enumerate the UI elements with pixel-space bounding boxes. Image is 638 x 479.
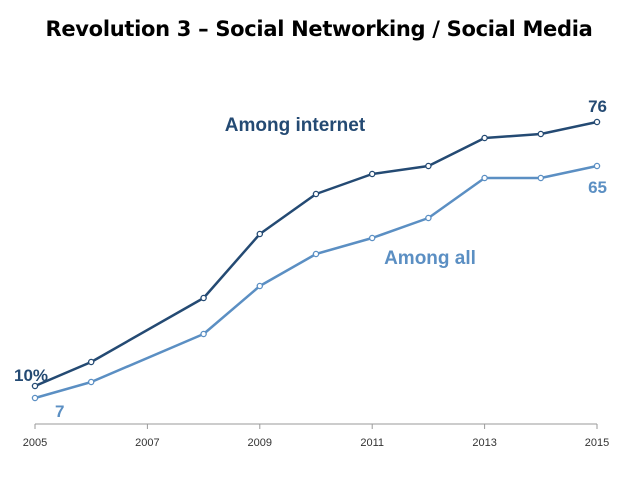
data-point bbox=[256, 282, 264, 290]
data-point bbox=[481, 174, 488, 182]
data-point bbox=[200, 294, 207, 302]
x-tick-label: 2005 bbox=[23, 437, 47, 449]
data-point bbox=[481, 134, 488, 142]
series-among-all bbox=[31, 162, 601, 402]
x-tick-label: 2015 bbox=[585, 437, 609, 449]
series-label-among-all: Among all bbox=[384, 248, 476, 269]
x-tick-label: 2013 bbox=[472, 437, 496, 449]
data-point bbox=[537, 130, 545, 138]
series-line bbox=[34, 164, 598, 400]
series-among-internet bbox=[31, 118, 601, 390]
data-point bbox=[537, 174, 545, 182]
data-point bbox=[256, 230, 264, 238]
data-point bbox=[31, 394, 39, 402]
data-label-internet-end: 76 bbox=[588, 97, 607, 116]
data-point bbox=[31, 382, 39, 390]
data-point bbox=[593, 118, 601, 126]
chart-title: Revolution 3 – Social Networking / Socia… bbox=[45, 17, 593, 41]
series-line bbox=[34, 120, 598, 388]
x-tick-label: 2011 bbox=[360, 437, 384, 449]
data-label-all-start: 7 bbox=[55, 402, 64, 421]
x-tick-label: 2009 bbox=[248, 437, 272, 449]
data-point bbox=[87, 378, 95, 386]
series-layer bbox=[31, 118, 601, 402]
data-label-internet-start: 10% bbox=[14, 366, 48, 385]
data-label-all-end: 65 bbox=[588, 178, 607, 197]
data-point bbox=[87, 358, 95, 366]
x-axis-ticks: 2005 2007 2009 2011 2013 2015 bbox=[23, 424, 609, 449]
data-point bbox=[368, 234, 376, 242]
data-point bbox=[312, 190, 320, 198]
series-label-among-internet: Among internet bbox=[225, 115, 366, 136]
label-layer: Among internet Among all 10% 7 76 65 bbox=[14, 97, 607, 421]
data-point bbox=[425, 214, 432, 222]
data-point bbox=[425, 162, 432, 170]
data-point bbox=[368, 170, 376, 178]
data-point bbox=[312, 250, 320, 258]
data-point bbox=[200, 330, 207, 338]
x-tick-label: 2007 bbox=[135, 437, 159, 449]
data-point bbox=[593, 162, 601, 170]
